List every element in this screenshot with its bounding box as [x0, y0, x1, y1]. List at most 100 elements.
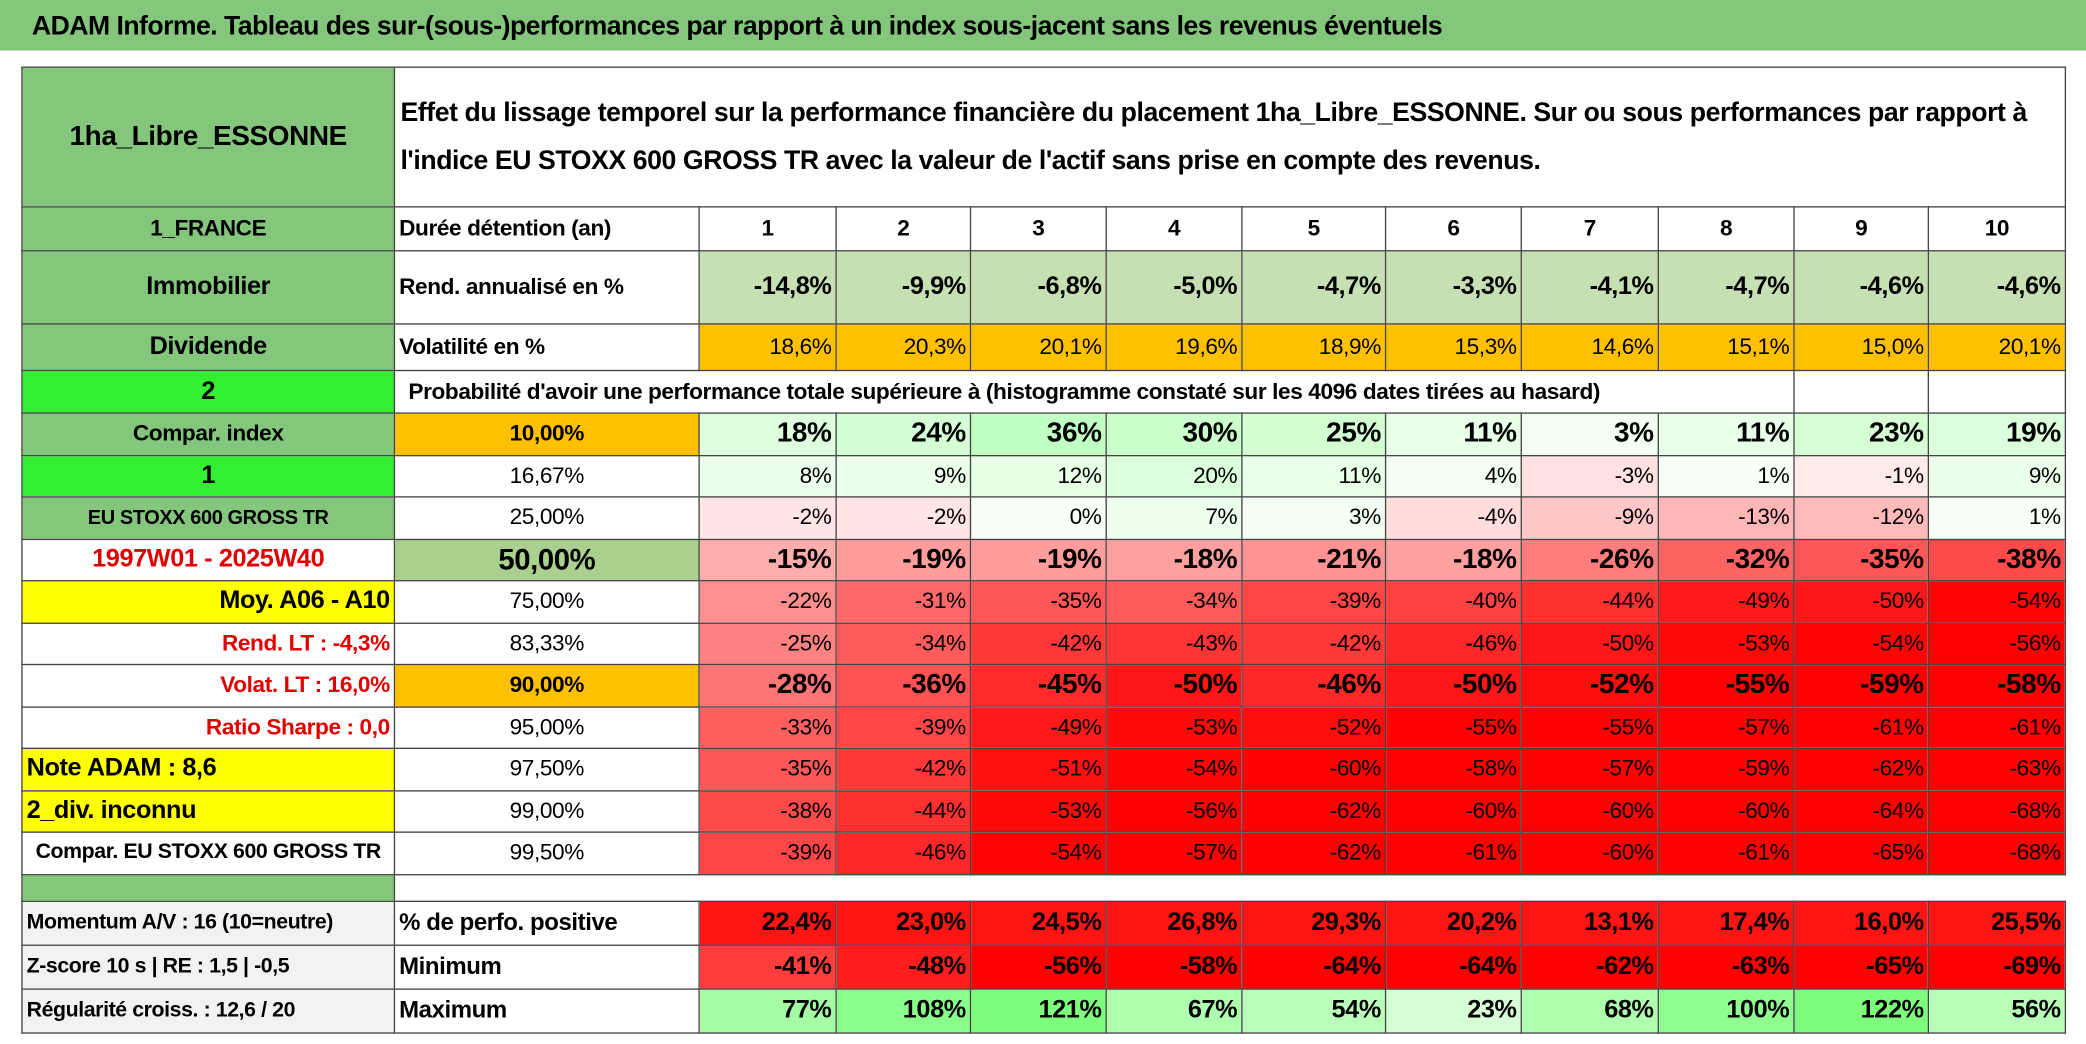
volatility-cell: 15,0%: [1793, 323, 1930, 372]
side-label: Note ADAM : 8,6: [21, 747, 396, 791]
table-row: 1ha_Libre_ESSONNE Effet du lissage tempor…: [21, 66, 2067, 208]
probability-cell: -50%: [1384, 663, 1522, 708]
probability-cell: -2%: [835, 496, 972, 540]
side-label: Compar. EU STOXX 600 GROSS TR: [21, 831, 396, 875]
stats-cell: 108%: [835, 987, 972, 1034]
probability-cell: -35%: [1793, 538, 1930, 582]
probability-cell: -36%: [835, 663, 972, 708]
threshold-cell: 99,50%: [393, 831, 700, 875]
year-header: 2: [835, 206, 972, 252]
probability-cell: -42%: [969, 621, 1107, 666]
probability-cell: -58%: [1927, 663, 2067, 708]
side-label: Rend. LT : -4,3%: [21, 621, 396, 666]
probability-cell: -59%: [1657, 747, 1795, 791]
probability-cell: -42%: [1241, 621, 1387, 666]
probability-cell: -12%: [1793, 496, 1930, 540]
table-row: 1 16,67% 8% 9% 12% 20% 11% 4% -3% 1% -1% 9%: [21, 454, 2067, 498]
instrument-name: 1ha_Libre_ESSONNE: [21, 66, 396, 208]
probability-cell: -49%: [1657, 580, 1795, 624]
probability-cell: 9%: [835, 454, 972, 498]
probability-cell: -55%: [1657, 663, 1795, 708]
table-row: Z-score 10 s | RE : 1,5 | -0,5 Minimum -41…: [21, 943, 2067, 990]
side-label: EU STOXX 600 GROSS TR: [21, 496, 396, 540]
stats-side-label: Z-score 10 s | RE : 1,5 | -0,5: [21, 943, 396, 990]
probability-cell: -13%: [1657, 496, 1795, 540]
table-row: 1997W01 - 2025W40 50,00% -15% -19% -19% -18% -…: [21, 538, 2067, 582]
return-cell: -4,6%: [1793, 250, 1930, 325]
probability-cell: -53%: [969, 789, 1107, 833]
year-header: 8: [1657, 206, 1795, 252]
probability-cell: -61%: [1927, 705, 2067, 749]
probability-cell: -45%: [969, 663, 1107, 708]
stats-cell: 56%: [1927, 987, 2067, 1034]
probability-cell: -40%: [1384, 580, 1522, 624]
probability-cell: -62%: [1241, 789, 1387, 833]
probability-cell: -55%: [1384, 705, 1522, 749]
probability-cell: -18%: [1384, 538, 1522, 582]
stats-cell: 122%: [1793, 987, 1930, 1034]
table-row: 2 Probabilité d'avoir une performance tot…: [21, 369, 2067, 414]
spacer: [394, 874, 2065, 901]
probability-cell: -18%: [1105, 538, 1243, 582]
probability-cell: -34%: [1105, 580, 1243, 624]
probability-cell: -68%: [1927, 831, 2067, 875]
probability-cell: 25%: [1241, 412, 1387, 456]
stats-cell: 24,5%: [969, 899, 1107, 946]
probability-cell: -54%: [1105, 747, 1243, 791]
year-header: 7: [1520, 206, 1659, 252]
probability-cell: -35%: [698, 747, 837, 791]
stats-cell: 16,0%: [1793, 899, 1930, 946]
volatility-cell: 20,1%: [969, 323, 1107, 372]
volatility-cell: 14,6%: [1520, 323, 1659, 372]
probability-cell: -31%: [835, 580, 972, 624]
probability-cell: 18%: [698, 412, 837, 456]
probability-cell: 11%: [1384, 412, 1522, 456]
threshold-cell: 83,33%: [393, 621, 700, 666]
stats-cell: -64%: [1384, 943, 1522, 990]
side-label: 1_FRANCE: [21, 206, 396, 252]
return-cell: -14,8%: [698, 250, 837, 325]
probability-cell: -49%: [969, 705, 1107, 749]
stats-cell: -48%: [835, 943, 972, 990]
return-cell: -4,6%: [1927, 250, 2067, 325]
stats-cell: 68%: [1520, 987, 1659, 1034]
volatility-cell: 20,1%: [1927, 323, 2067, 372]
stats-cell: 22,4%: [698, 899, 837, 946]
probability-cell: -34%: [835, 621, 972, 666]
stats-cell: 67%: [1105, 987, 1243, 1034]
probability-cell: -50%: [1793, 580, 1930, 624]
probability-cell: 36%: [969, 412, 1107, 456]
probability-cell: -46%: [1241, 663, 1387, 708]
table-row: Note ADAM : 8,6 97,50% -35% -42% -51% -54% -60…: [21, 747, 2067, 791]
table-row: Immobilier Rend. annualisé en % -14,8% -9,9…: [21, 250, 2067, 325]
stats-cell: -41%: [698, 943, 837, 990]
row-label: Minimum: [393, 943, 700, 990]
probability-cell: 1%: [1927, 496, 2067, 540]
stats-side-label: Momentum A/V : 16 (10=neutre): [21, 899, 396, 946]
side-label: 1997W01 - 2025W40: [21, 538, 396, 582]
side-label: Moy. A06 - A10: [21, 580, 396, 624]
return-cell: -6,8%: [969, 250, 1107, 325]
probability-cell: -38%: [1927, 538, 2067, 582]
year-header: 5: [1241, 206, 1387, 252]
probability-cell: -53%: [1105, 705, 1243, 749]
stats-cell: 20,2%: [1384, 899, 1522, 946]
return-cell: -3,3%: [1384, 250, 1522, 325]
probability-cell: -35%: [969, 580, 1107, 624]
row-label: Rend. annualisé en %: [393, 250, 700, 325]
probability-cell: -21%: [1241, 538, 1387, 582]
probability-cell: -58%: [1384, 747, 1522, 791]
stats-cell: 29,3%: [1241, 899, 1387, 946]
stats-cell: -63%: [1657, 943, 1795, 990]
probability-cell: -61%: [1657, 831, 1795, 875]
return-cell: -4,1%: [1520, 250, 1659, 325]
empty-cell: [1927, 369, 2067, 414]
probability-cell: 0%: [969, 496, 1107, 540]
year-header: 3: [969, 206, 1107, 252]
probability-cell: -39%: [698, 831, 837, 875]
year-header: 6: [1384, 206, 1522, 252]
probability-cell: -61%: [1384, 831, 1522, 875]
probability-cell: -19%: [969, 538, 1107, 582]
probability-cell: -62%: [1793, 747, 1930, 791]
probability-cell: -55%: [1520, 705, 1659, 749]
